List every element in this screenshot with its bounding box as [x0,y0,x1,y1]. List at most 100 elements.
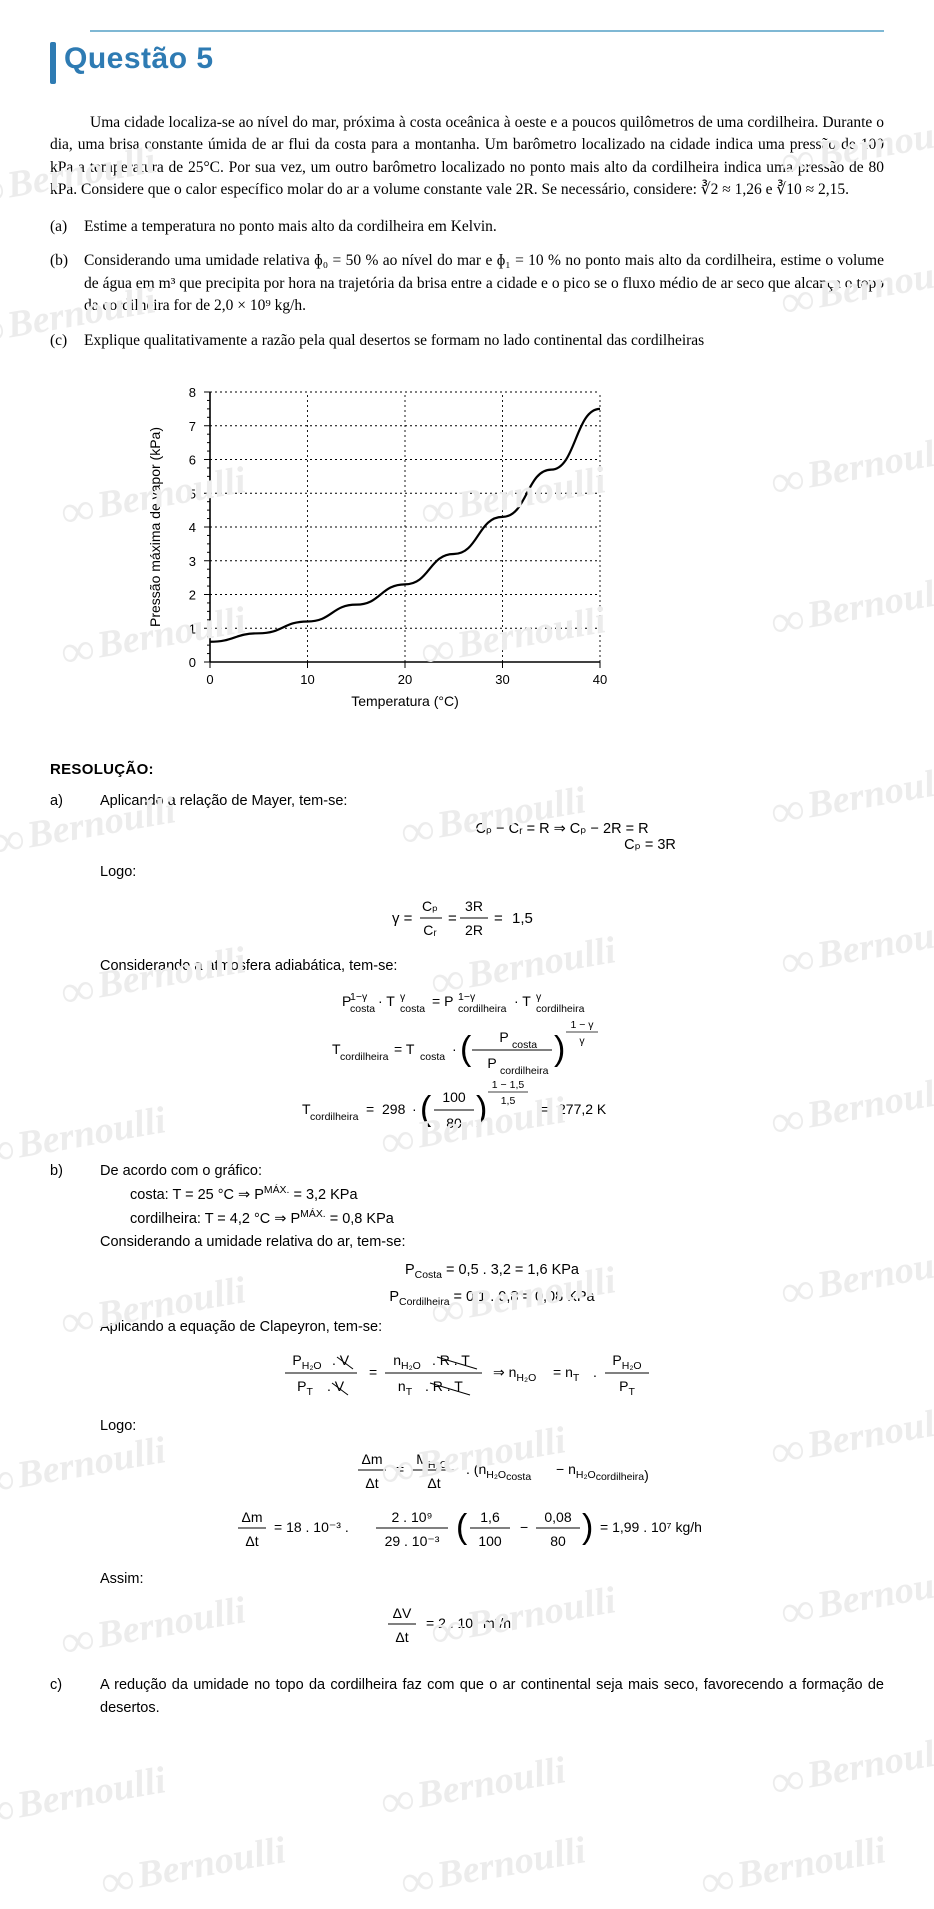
problem-paragraph: Uma cidade localiza-se ao nível do mar, … [50,112,884,202]
svg-text:=: = [540,1101,548,1117]
svg-text:Δt: Δt [427,1475,440,1491]
problem-statement: Uma cidade localiza-se ao nível do mar, … [50,112,884,202]
svg-text:Cᵣ: Cᵣ [423,922,437,938]
svg-text:=: = [366,1101,374,1117]
item-label: (b) [50,250,84,317]
svg-text:277,2 K: 277,2 K [558,1101,607,1117]
svg-text:Δm: Δm [241,1509,262,1525]
svg-text:−: − [520,1519,528,1535]
svg-text:0,08: 0,08 [544,1509,571,1525]
svg-text:. (nH₂Ocosta: . (nH₂Ocosta [466,1461,531,1483]
svg-text:): ) [554,1030,565,1068]
svg-text:298: 298 [382,1101,406,1117]
sol-b-logo: Logo: [100,1415,884,1438]
svg-text:.: . [593,1364,597,1380]
adiab-eq: P1−γcosta · Tγcosta = P1−γcordilheira · … [100,986,884,1140]
svg-text:2: 2 [189,588,196,603]
svg-text:Δt: Δt [245,1533,258,1549]
sol-b-line2: cordilheira: T = 4,2 °C ⇒ PMÁX. = 0,8 KP… [130,1207,884,1231]
solution-heading: RESOLUÇÃO: [50,761,884,778]
svg-text:80: 80 [446,1115,462,1131]
sol-a-logo: Logo: [100,861,884,884]
svg-text:1,6: 1,6 [480,1509,500,1525]
svg-text:·: · [452,1041,457,1057]
svg-text:P: P [499,1029,508,1045]
svg-text:PH₂O: PH₂O [292,1352,321,1372]
svg-text:cordilheira: cordilheira [500,1065,549,1077]
svg-text:· T: · T [378,993,395,1009]
svg-text:PT: PT [619,1378,635,1398]
svg-text:γ: γ [536,991,542,1003]
question-title: Questão 5 [64,42,214,76]
solution-b: b) De acordo com o gráfico: costa: T = 2… [50,1160,884,1662]
svg-text:costa: costa [350,1003,375,1015]
svg-text:=: = [494,910,503,927]
svg-text:cordilheira: cordilheira [310,1111,359,1123]
svg-text:1,5: 1,5 [512,910,533,927]
svg-text:PH₂O: PH₂O [612,1352,641,1372]
svg-text:γ: γ [579,1035,585,1047]
svg-text:): ) [476,1090,487,1128]
svg-text:·: · [412,1101,417,1117]
svg-text:29 . 10⁻³: 29 . 10⁻³ [385,1533,440,1549]
sol-b-assim: Assim: [100,1568,884,1591]
item-label: (a) [50,216,84,238]
svg-text:γ: γ [400,991,406,1003]
svg-text:costa: costa [512,1039,537,1051]
mayer-eq: Cₚ − Cᵣ = R ⇒ Cₚ − 2R = R Cₚ = 3R [240,821,884,853]
svg-text:costa: costa [420,1051,445,1063]
solution-c: c) A redução da umidade no topo da cordi… [50,1674,884,1720]
svg-text:· T: · T [514,993,531,1009]
svg-text:Temperatura (°C): Temperatura (°C) [351,693,459,709]
svg-text:1 − 1,5: 1 − 1,5 [492,1079,525,1091]
sol-b-label: b) [50,1160,100,1662]
svg-text:MH₂O: MH₂O [416,1451,448,1471]
svg-text:30: 30 [495,672,509,687]
svg-text:2R: 2R [465,922,483,938]
svg-text:): ) [582,1508,593,1546]
svg-text:7: 7 [189,419,196,434]
sol-b-line1: costa: T = 25 °C ⇒ PMÁX. = 3,2 KPa [130,1183,884,1207]
svg-text:nH₂O: nH₂O [393,1352,421,1372]
svg-text:10: 10 [300,672,314,687]
svg-text:⇒ nH₂O: ⇒ nH₂O [493,1364,536,1384]
item-text: Considerando uma umidade relativa ɸ₀ = 5… [84,250,884,317]
svg-text:40: 40 [593,672,607,687]
svg-text:80: 80 [550,1533,566,1549]
svg-text:Δt: Δt [365,1475,378,1491]
top-rule [90,30,884,32]
svg-text:3R: 3R [465,898,483,914]
svg-text:1−γ: 1−γ [458,991,476,1003]
svg-text:= nT: = nT [553,1364,580,1384]
item-label: (c) [50,330,84,352]
item-text: Estime a temperatura no ponto mais alto … [84,216,884,238]
svg-text:=: = [448,910,457,927]
svg-text:0: 0 [206,672,213,687]
chart-svg: 010203040012345678Temperatura (°C)Pressã… [140,376,620,716]
svg-text:1 − γ: 1 − γ [570,1019,594,1031]
svg-text:cordilheira: cordilheira [536,1003,585,1015]
item-c: (c) Explique qualitativamente a razão pe… [50,330,884,352]
svg-text:= 18 . 10⁻³ .: = 18 . 10⁻³ . [274,1519,349,1535]
svg-text:1,5: 1,5 [501,1095,516,1107]
svg-text:Δt: Δt [395,1629,408,1645]
svg-text:− nH₂Ocordilheira): − nH₂Ocordilheira) [556,1461,649,1483]
svg-text:=: = [396,1461,404,1477]
svg-text:costa: costa [400,1003,425,1015]
header-bar [50,42,56,84]
svg-text:γ =: γ = [392,910,413,927]
svg-text:cordilheira: cordilheira [458,1003,507,1015]
sol-c-text: A redução da umidade no topo da cordilhe… [100,1674,884,1720]
svg-text:100: 100 [442,1089,466,1105]
item-b: (b) Considerando uma umidade relativa ɸ₀… [50,250,884,317]
svg-text:ΔV: ΔV [393,1605,412,1621]
item-a: (a) Estime a temperatura no ponto mais a… [50,216,884,238]
sol-b-hum: Considerando a umidade relativa do ar, t… [100,1231,884,1254]
sol-b-clap: Aplicando a equação de Clapeyron, tem-se… [100,1316,884,1339]
problem-items: (a) Estime a temperatura no ponto mais a… [50,216,884,352]
svg-text:cordilheira: cordilheira [340,1051,389,1063]
svg-text:P: P [487,1055,496,1071]
mass-rate-eq: Δm Δt = MH₂O Δt . (nH₂Ocosta − nH₂Ocordi… [100,1446,884,1560]
svg-text:6: 6 [189,453,196,468]
solution-a: a) Aplicando a relação de Mayer, tem-se:… [50,790,884,1148]
